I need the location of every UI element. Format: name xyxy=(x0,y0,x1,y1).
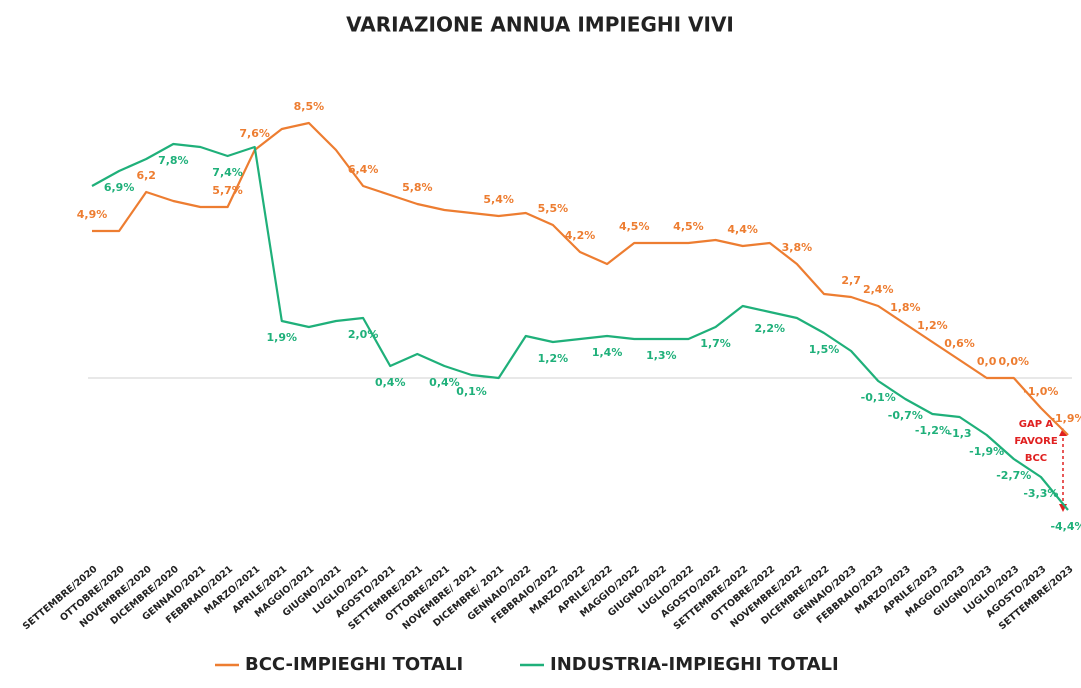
data-label: 1,9% xyxy=(267,331,298,344)
series-line xyxy=(91,142,1069,511)
data-label: 8,5% xyxy=(294,100,325,113)
annotation: FAVORE xyxy=(1014,436,1058,447)
data-label: -2,7% xyxy=(996,469,1031,482)
data-label: 2,4% xyxy=(863,283,894,296)
data-label: 6,4% xyxy=(348,163,379,176)
data-label: -1,0% xyxy=(1023,385,1058,398)
data-label: 4,4% xyxy=(727,223,758,236)
data-label: 5,5% xyxy=(538,202,569,215)
data-label: 6,2 xyxy=(136,169,156,182)
data-label: 1,8% xyxy=(890,301,921,314)
data-label: 4,9% xyxy=(77,208,108,221)
data-label: 1,2% xyxy=(917,319,948,332)
data-label: 0,4% xyxy=(429,376,460,389)
data-label: 0,4% xyxy=(375,376,406,389)
data-label: 1,4% xyxy=(592,346,623,359)
legend-label: INDUSTRIA-IMPIEGHI TOTALI xyxy=(550,654,839,675)
annotation: GAP A xyxy=(1019,419,1054,430)
data-label: 7,6% xyxy=(239,127,270,140)
data-label: 5,7% xyxy=(212,184,243,197)
data-label: 4,5% xyxy=(673,220,704,233)
data-label: -1,2% xyxy=(915,424,950,437)
data-label: 7,4% xyxy=(212,166,243,179)
data-label: 5,8% xyxy=(402,181,433,194)
data-label: 5,4% xyxy=(483,193,514,206)
legend-label: BCC-IMPIEGHI TOTALI xyxy=(245,654,463,675)
data-label: -1,3 xyxy=(948,427,972,440)
data-label: 2,0% xyxy=(348,328,379,341)
data-label: 4,5% xyxy=(619,220,650,233)
data-label: -3,3% xyxy=(1023,487,1058,500)
data-label: 2,2% xyxy=(755,322,786,335)
data-label: 0,0% xyxy=(999,355,1030,368)
data-label: 1,3% xyxy=(646,349,677,362)
data-label: -1,9% xyxy=(969,445,1004,458)
arrow-head xyxy=(1059,428,1067,436)
data-label: 1,5% xyxy=(809,343,840,356)
data-label: 3,8% xyxy=(782,241,813,254)
data-label: 6,9% xyxy=(104,181,135,194)
chart-title: VARIAZIONE ANNUA IMPIEGHI VIVI xyxy=(346,13,734,37)
data-label: 7,8% xyxy=(158,154,189,167)
data-label: 0,6% xyxy=(944,337,975,350)
data-label: 0,1% xyxy=(456,385,487,398)
data-label: -4,4% xyxy=(1050,520,1081,533)
data-label: 1,2% xyxy=(538,352,569,365)
annotation: BCC xyxy=(1025,453,1047,464)
data-label: -0,7% xyxy=(888,409,923,422)
data-label: 1,7% xyxy=(700,337,731,350)
data-label: 4,2% xyxy=(565,229,596,242)
data-label: 2,7 xyxy=(841,274,861,287)
data-label: 0,0 xyxy=(977,355,997,368)
data-label: -0,1% xyxy=(861,391,896,404)
data-label: -1,9% xyxy=(1050,412,1081,425)
